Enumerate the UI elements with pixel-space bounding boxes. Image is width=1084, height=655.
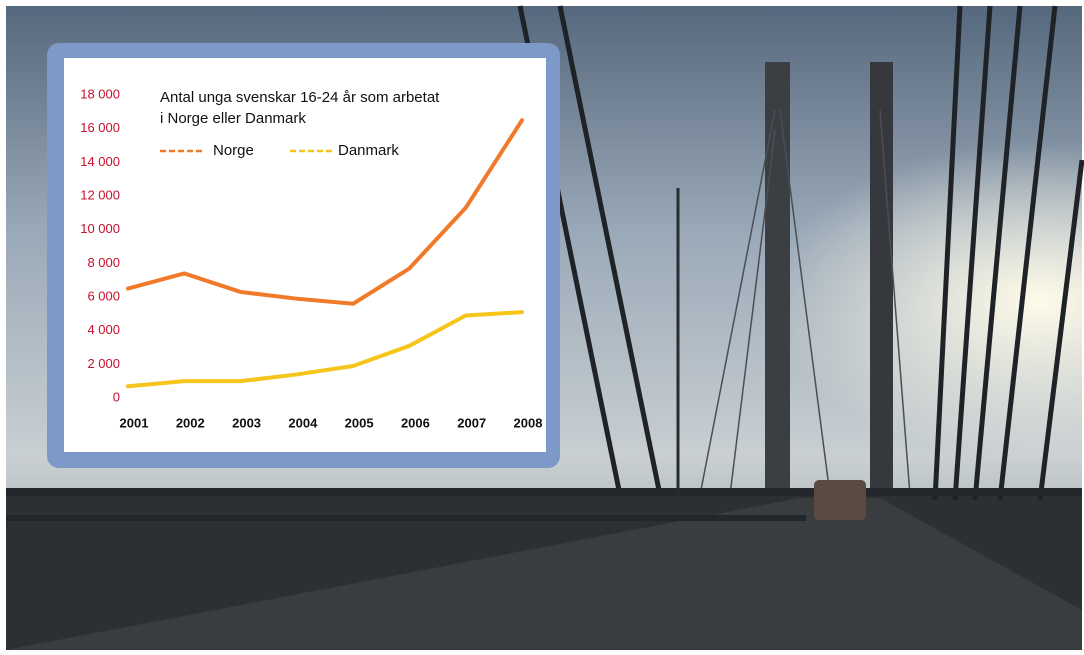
x-tick-label: 2005: [345, 415, 374, 430]
pylon: [765, 62, 790, 494]
y-tick-label: 2 000: [87, 356, 120, 371]
y-tick-label: 12 000: [80, 187, 120, 202]
x-tick-label: 2001: [120, 415, 149, 430]
railing: [6, 515, 806, 521]
car: [814, 480, 866, 520]
y-tick-label: 18 000: [80, 86, 120, 101]
y-tick-label: 14 000: [80, 154, 120, 169]
page: 0 2 000 4 000 6 000 8 000 10 000 12 000 14 000 1…: [0, 0, 1084, 655]
y-tick-label: 8 000: [87, 255, 120, 270]
y-tick-label: 4 000: [87, 322, 120, 337]
legend-label: Norge: [213, 142, 254, 159]
x-tick-label: 2004: [288, 415, 318, 430]
y-tick-label: 6 000: [87, 288, 120, 303]
x-tick-label: 2008: [514, 415, 543, 430]
chart-title: Antal unga svenskar 16-24 år som arbetat…: [160, 87, 440, 129]
legend-label: Danmark: [338, 142, 399, 159]
y-tick-label: 16 000: [80, 120, 120, 135]
x-tick-label: 2007: [457, 415, 486, 430]
x-tick-label: 2003: [232, 415, 261, 430]
railing: [6, 488, 1082, 496]
x-tick-label: 2002: [176, 415, 205, 430]
y-tick-label: 0: [113, 389, 120, 404]
x-tick-label: 2006: [401, 415, 430, 430]
y-tick-label: 10 000: [80, 221, 120, 236]
